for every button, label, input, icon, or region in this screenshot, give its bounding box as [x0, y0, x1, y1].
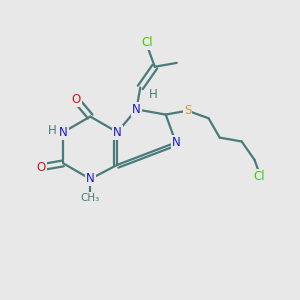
Text: Cl: Cl	[254, 170, 266, 183]
Text: H: H	[149, 88, 158, 101]
Text: N: N	[59, 126, 68, 139]
Text: N: N	[113, 126, 122, 139]
Text: N: N	[86, 172, 95, 185]
Text: N: N	[132, 103, 141, 116]
Text: H: H	[48, 124, 56, 137]
Text: N: N	[172, 136, 180, 149]
Text: CH₃: CH₃	[81, 193, 100, 203]
Text: O: O	[37, 161, 46, 174]
Text: O: O	[71, 93, 81, 106]
Text: Cl: Cl	[141, 36, 153, 49]
Text: S: S	[184, 104, 191, 117]
